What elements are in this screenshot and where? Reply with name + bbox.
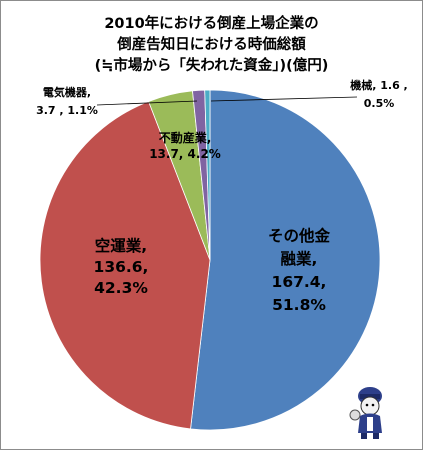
pie-slice-1 [39, 100, 211, 430]
slice-label-2: 不動産業, 13.7, 4.2% [149, 130, 221, 161]
slice-label-1-line-1: 136.6, [94, 258, 149, 276]
leader-line-denki [96, 100, 198, 106]
slice-label-0: その他金融業, 167.4, 51.8% [268, 226, 331, 314]
chart-title-line-3: (≒市場から「失われた資金」)(億円) [94, 58, 329, 74]
slice-label-1-line-0: 空運業, [95, 236, 147, 255]
slice-label-4: 機械, 1.6 , 0.5% [350, 78, 408, 110]
leader-line-kikai [210, 96, 358, 102]
slice-label-0-line-3: 51.8% [272, 296, 326, 314]
slice-label-1-line-2: 42.3% [94, 279, 148, 297]
slice-label-2-line-0: 不動産業, [159, 130, 212, 145]
slice-label-0-line-0: その他金 [268, 226, 331, 245]
slice-label-4-line-1: 0.5% [364, 97, 395, 110]
slice-label-0-line-2: 167.4, [272, 273, 327, 291]
mascot-icon [349, 387, 382, 439]
pie-slice-4 [204, 89, 211, 261]
slice-label-3: 電気機器, 3.7 , 1.1% [36, 85, 98, 117]
slice-label-1: 空運業, 136.6, 42.3% [94, 236, 149, 297]
chart-title-line-2: 倒産告知日における時価総額 [117, 37, 306, 53]
slice-label-3-line-0: 電気機器, [43, 85, 91, 99]
chart-title-line-1: 2010年における倒産上場企業の [104, 16, 319, 32]
pie-slice-0 [190, 89, 381, 431]
slice-label-2-line-1: 13.7, 4.2% [149, 147, 221, 161]
slice-label-3-line-1: 3.7 , 1.1% [36, 104, 98, 117]
slice-label-4-line-0: 機械, 1.6 , [350, 78, 408, 92]
slice-label-0-line-1: 融業, [281, 249, 318, 268]
